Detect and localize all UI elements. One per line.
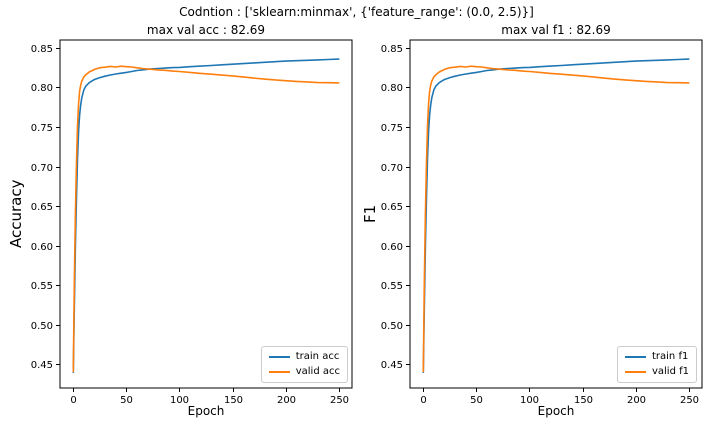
svg-text:0.55: 0.55 [381, 281, 403, 292]
legend-item-train-f1: train f1 [624, 351, 689, 363]
svg-text:0.65: 0.65 [31, 202, 53, 213]
accuracy-x-axis-label: Epoch [187, 404, 225, 418]
svg-text:100: 100 [520, 395, 539, 406]
valid-line-swatch [268, 371, 290, 373]
legend-item-valid-f1: valid f1 [624, 366, 689, 378]
svg-text:0.50: 0.50 [381, 321, 403, 332]
svg-text:0.75: 0.75 [31, 123, 53, 134]
svg-text:0.55: 0.55 [31, 281, 53, 292]
f1-y-axis-label: F1 [361, 204, 379, 224]
svg-text:100: 100 [170, 395, 189, 406]
svg-text:250: 250 [330, 395, 349, 406]
f1-legend: train f1 valid f1 [616, 346, 697, 383]
valid-line-swatch [624, 371, 646, 373]
f1-x-axis-label: Epoch [537, 404, 575, 418]
svg-text:0.80: 0.80 [31, 83, 53, 94]
svg-text:0.85: 0.85 [31, 44, 53, 55]
accuracy-y-axis-label: Accuracy [7, 179, 25, 249]
svg-text:150: 150 [574, 395, 593, 406]
svg-text:0.65: 0.65 [381, 202, 403, 213]
svg-text:0.75: 0.75 [381, 123, 403, 134]
svg-text:250: 250 [680, 395, 699, 406]
f1-plot-title: max val f1 : 82.69 [501, 23, 611, 37]
legend-label-valid-acc: valid acc [295, 366, 340, 377]
legend-item-train-acc: train acc [268, 351, 340, 363]
accuracy-legend: train acc valid acc [260, 346, 348, 383]
train-line-swatch [624, 356, 646, 358]
svg-text:0.70: 0.70 [31, 163, 53, 174]
svg-text:150: 150 [224, 395, 243, 406]
f1-plot-area: 0 50 100 150 200 250 0.45 0.50 0.55 0.60 0.65 0.70 0… [381, 39, 703, 406]
svg-text:0: 0 [420, 395, 426, 406]
accuracy-plot-title: max val acc : 82.69 [146, 23, 266, 37]
svg-text:0.80: 0.80 [381, 83, 403, 94]
legend-label-valid-f1: valid f1 [651, 366, 689, 377]
legend-label-train-acc: train acc [295, 351, 340, 362]
svg-text:50: 50 [120, 395, 133, 406]
svg-text:200: 200 [277, 395, 296, 406]
train-line-swatch [268, 356, 290, 358]
svg-text:0.60: 0.60 [381, 242, 403, 253]
svg-text:0.50: 0.50 [31, 321, 53, 332]
svg-text:0.60: 0.60 [31, 242, 53, 253]
svg-text:0.70: 0.70 [381, 163, 403, 174]
accuracy-plot-area: 0 50 100 150 200 250 0.45 0.50 0.55 0.60 0.65 0.70 0… [31, 39, 353, 406]
svg-text:0: 0 [70, 395, 76, 406]
legend-item-valid-acc: valid acc [268, 366, 340, 378]
legend-label-train-f1: train f1 [651, 351, 689, 362]
figure-suptitle: Codntion : ['sklearn:minmax', {'feature_… [179, 5, 534, 19]
svg-text:200: 200 [627, 395, 646, 406]
svg-text:0.45: 0.45 [31, 360, 53, 371]
svg-text:0.85: 0.85 [381, 44, 403, 55]
svg-text:50: 50 [470, 395, 483, 406]
svg-text:0.45: 0.45 [381, 360, 403, 371]
